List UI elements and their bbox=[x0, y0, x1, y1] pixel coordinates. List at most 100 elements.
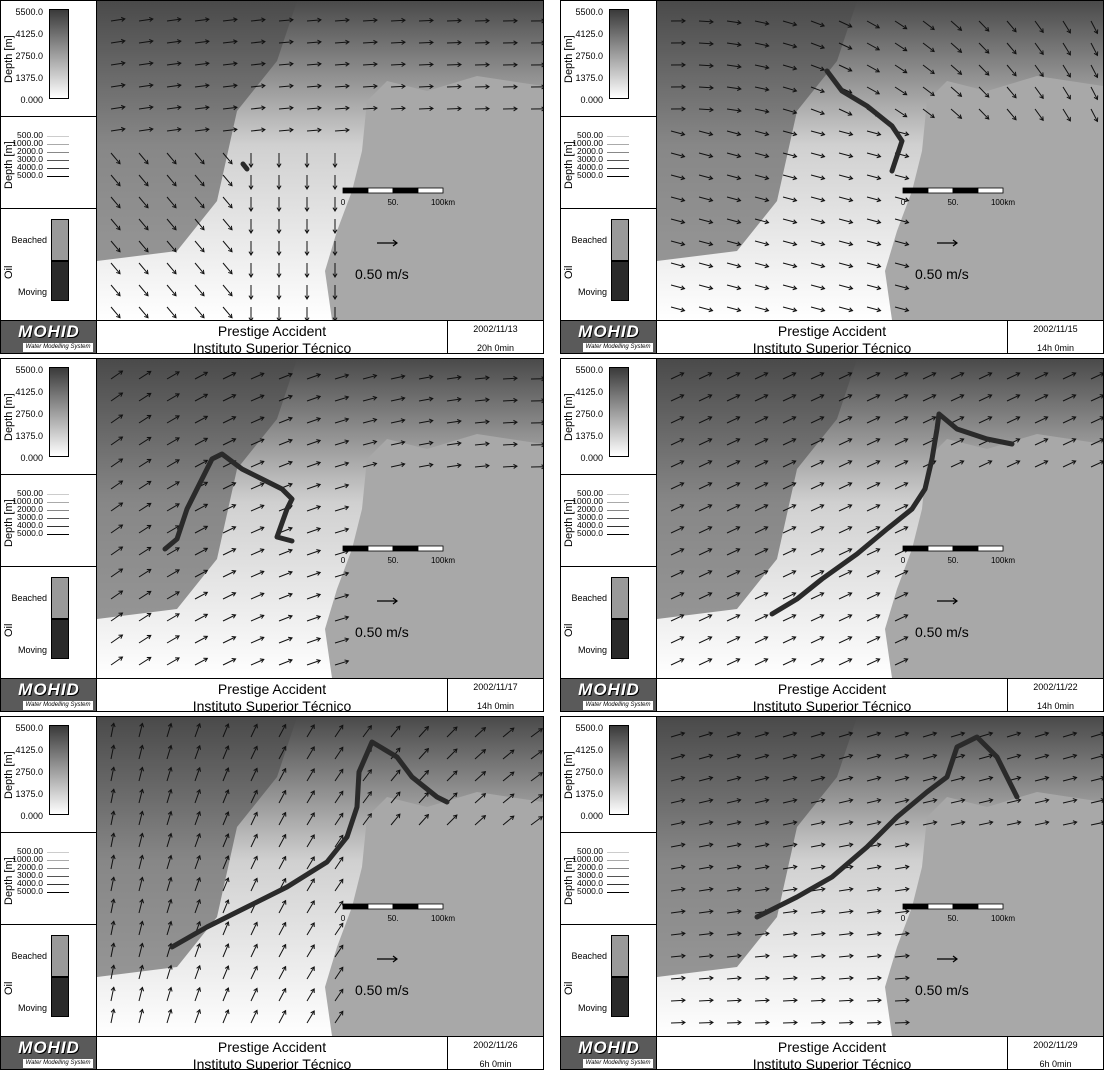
arrow-head bbox=[736, 820, 742, 826]
arrow-head bbox=[110, 876, 116, 882]
current-arrow bbox=[334, 506, 349, 512]
arrow-head bbox=[820, 22, 826, 28]
current-arrow bbox=[670, 1021, 686, 1024]
current-arrow bbox=[838, 130, 853, 136]
scale-segment bbox=[392, 187, 419, 194]
current-arrow bbox=[250, 966, 258, 980]
current-arrow bbox=[474, 815, 486, 826]
arrow-head bbox=[395, 747, 401, 753]
scale-bar: 0 50. 100km bbox=[901, 545, 1015, 565]
arrow-head bbox=[118, 612, 124, 617]
current-arrow bbox=[138, 128, 153, 132]
current-arrow bbox=[670, 570, 684, 578]
current-arrow bbox=[838, 732, 853, 738]
arrow-head bbox=[289, 39, 294, 45]
current-arrow bbox=[1090, 732, 1103, 738]
current-arrow bbox=[250, 438, 265, 446]
arrow-head bbox=[428, 396, 434, 402]
arrow-head bbox=[304, 163, 310, 168]
current-arrow bbox=[250, 988, 258, 1002]
arrow-head bbox=[903, 526, 909, 531]
current-arrow bbox=[166, 767, 172, 782]
arrow-head bbox=[120, 16, 126, 22]
arrow-head bbox=[344, 461, 350, 467]
depth-legend: Depth [m] 5500.0 4125.0 2750.0 1375.0 0.… bbox=[1, 359, 96, 475]
current-arrow bbox=[306, 1010, 315, 1024]
current-arrow bbox=[110, 811, 115, 826]
current-arrow bbox=[754, 86, 769, 91]
arrow-head bbox=[317, 17, 322, 23]
footer: MOHID Water Modelling System Prestige Ac… bbox=[1, 1036, 543, 1069]
arrow-head bbox=[172, 291, 177, 297]
current-arrow bbox=[838, 42, 852, 50]
arrow-head bbox=[316, 659, 322, 664]
current-arrow bbox=[782, 821, 797, 826]
footer: MOHID Water Modelling System Prestige Ac… bbox=[561, 1036, 1103, 1069]
current-arrow bbox=[670, 732, 685, 738]
arrow-head bbox=[819, 614, 825, 619]
current-arrow bbox=[782, 130, 797, 136]
current-arrow bbox=[670, 843, 685, 848]
arrow-head bbox=[259, 416, 265, 421]
current-arrow bbox=[894, 504, 908, 512]
scale-label: 100km bbox=[991, 914, 1015, 923]
arrow-head bbox=[876, 775, 882, 781]
arrow-head bbox=[1071, 460, 1077, 465]
arrow-head bbox=[310, 812, 315, 817]
current-arrow bbox=[166, 745, 172, 760]
arrow-head bbox=[819, 394, 825, 399]
arrow-head bbox=[904, 153, 910, 159]
current-arrow bbox=[166, 547, 180, 556]
oil-beached-swatch bbox=[611, 577, 629, 619]
current-arrow bbox=[866, 130, 881, 136]
contour-line-sample bbox=[607, 144, 629, 145]
current-arrow bbox=[922, 64, 935, 74]
arrow-head bbox=[289, 17, 294, 23]
arrow-head bbox=[139, 788, 145, 794]
arrow-head bbox=[304, 251, 310, 256]
current-arrow bbox=[110, 128, 125, 132]
arrow-head bbox=[344, 395, 350, 401]
current-arrow bbox=[726, 866, 741, 870]
current-arrow bbox=[782, 394, 796, 402]
current-arrow bbox=[726, 932, 741, 936]
arrow-head bbox=[820, 241, 826, 247]
depth-tick: 1375.0 bbox=[15, 73, 43, 83]
footer-title: Prestige Accident bbox=[217, 681, 327, 697]
current-arrow bbox=[782, 977, 797, 980]
current-arrow bbox=[670, 526, 684, 534]
current-arrow bbox=[894, 416, 908, 424]
contour-line-sample bbox=[607, 526, 629, 527]
arrow-head bbox=[932, 753, 938, 759]
scale-label: 50. bbox=[947, 914, 958, 923]
arrow-head bbox=[139, 854, 145, 860]
arrow-head bbox=[931, 372, 937, 377]
current-arrow bbox=[866, 284, 881, 290]
current-arrow bbox=[894, 240, 909, 246]
current-arrow bbox=[166, 262, 177, 275]
arrow-head bbox=[509, 727, 515, 733]
arrow-head bbox=[118, 458, 124, 463]
current-arrow bbox=[194, 745, 201, 760]
current-arrow bbox=[1006, 20, 1017, 33]
contour-line-sample bbox=[47, 502, 69, 503]
current-arrow bbox=[754, 932, 769, 936]
current-arrow bbox=[390, 107, 406, 110]
arrow-head bbox=[289, 61, 294, 67]
current-arrow bbox=[1034, 821, 1049, 826]
current-arrow bbox=[194, 106, 209, 110]
current-arrow bbox=[866, 262, 881, 268]
footer-title: Prestige Accident bbox=[217, 323, 327, 339]
arrow-head bbox=[736, 20, 742, 25]
arrow-head bbox=[110, 898, 116, 904]
mohid-logo: MOHID Water Modelling System bbox=[561, 1037, 657, 1069]
arrow-head bbox=[428, 462, 434, 468]
scale-bar: 0 50. 100km bbox=[341, 187, 455, 207]
arrow-head bbox=[708, 798, 714, 803]
arrow-head bbox=[228, 159, 233, 165]
current-arrow bbox=[306, 746, 315, 760]
arrow-head bbox=[819, 636, 825, 641]
depth-tick: 0.000 bbox=[20, 811, 43, 821]
current-arrow bbox=[138, 811, 143, 826]
